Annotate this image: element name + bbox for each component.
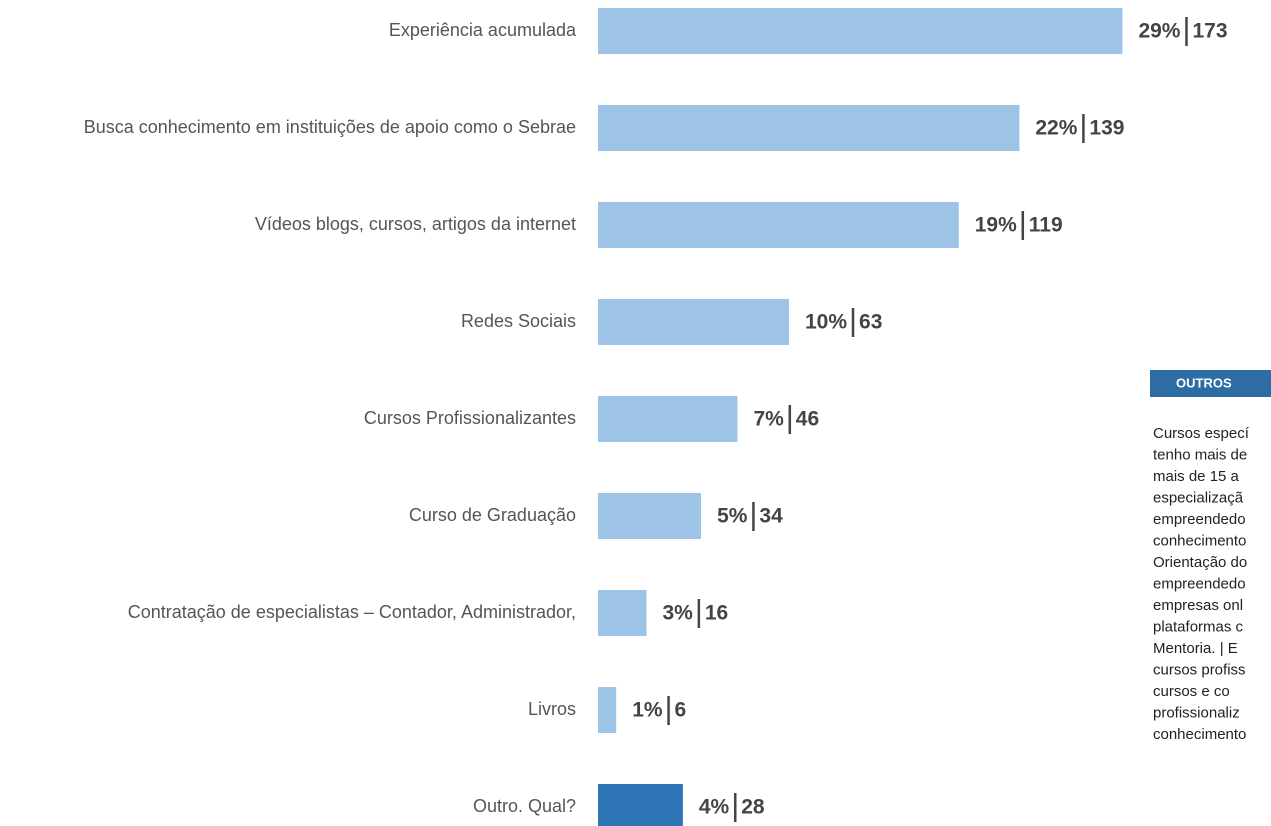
sidebar-title-box [1150, 370, 1271, 397]
percent-label: 7% [753, 408, 784, 431]
value-label: 63 [859, 311, 882, 334]
sidebar-text: Cursos especí [1153, 425, 1250, 442]
bar [598, 105, 1020, 151]
value-label: 28 [741, 796, 765, 819]
sidebar-text: mais de 15 a [1153, 468, 1240, 485]
sidebar-text: empreendedo [1153, 575, 1246, 592]
sidebar-text: Mentoria. | E [1153, 640, 1238, 657]
percent-label: 4% [699, 796, 730, 819]
bar [598, 396, 738, 442]
bar [598, 784, 683, 826]
category-label: Curso de Graduação [409, 505, 576, 525]
category-label: Vídeos blogs, cursos, artigos da interne… [255, 214, 576, 234]
percent-label: 3% [663, 602, 694, 625]
value-label: 16 [705, 602, 728, 625]
percent-label: 29% [1138, 20, 1180, 43]
sidebar-text: plataformas c [1153, 618, 1244, 635]
bar [598, 687, 617, 733]
value-label: 46 [796, 408, 819, 431]
sidebar-text: cursos e co [1153, 683, 1230, 700]
category-label: Busca conhecimento em instituições de ap… [84, 117, 576, 137]
sidebar-text: cursos profiss [1153, 661, 1246, 678]
category-label: Outro. Qual? [473, 796, 576, 816]
percent-label: 19% [975, 214, 1017, 237]
category-label: Livros [528, 699, 576, 719]
sidebar-text: conhecimento [1153, 532, 1246, 549]
value-label: 34 [759, 505, 783, 528]
sidebar-text: conhecimento [1153, 726, 1246, 743]
value-label: 119 [1029, 214, 1063, 237]
bar [598, 202, 959, 248]
category-label: Redes Sociais [461, 311, 576, 331]
percent-label: 22% [1035, 117, 1077, 140]
value-label: 139 [1089, 117, 1124, 140]
sidebar-text: profissionaliz [1153, 704, 1240, 721]
bar [598, 493, 702, 539]
sidebar-text: empresas onl [1153, 597, 1243, 614]
sidebar-title: OUTROS [1176, 375, 1232, 390]
value-label: 6 [675, 699, 687, 722]
bar [598, 590, 647, 636]
category-label: Contratação de especialistas – Contador,… [128, 602, 576, 622]
sidebar-text: empreendedo [1153, 511, 1246, 528]
bar [598, 8, 1123, 54]
sidebar-text: Orientação do [1153, 554, 1247, 571]
percent-label: 1% [632, 699, 663, 722]
category-label: Cursos Profissionalizantes [364, 408, 576, 428]
percent-label: 10% [805, 311, 847, 334]
percent-label: 5% [717, 505, 748, 528]
sidebar-text: tenho mais de [1153, 446, 1247, 463]
bar [598, 299, 789, 345]
sidebar-text: especializaçã [1153, 489, 1244, 506]
value-label: 173 [1192, 20, 1227, 43]
category-label: Experiência acumulada [389, 20, 577, 40]
